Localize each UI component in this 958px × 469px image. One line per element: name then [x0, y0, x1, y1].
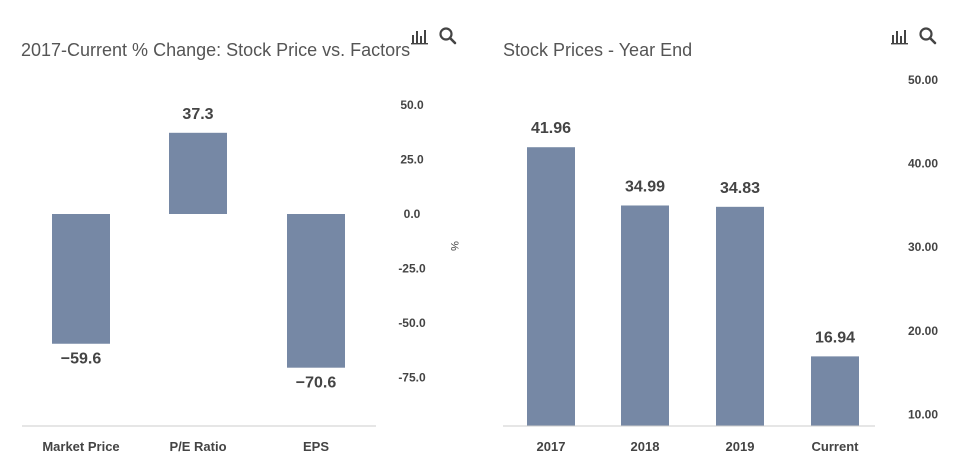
bar-1-1 — [621, 205, 669, 426]
y-tick-label-0-5: -75.0 — [398, 370, 426, 384]
bar-1-0 — [527, 147, 575, 426]
y-axis-title-0: % — [448, 241, 460, 251]
x-tick-label-0-2: EPS — [303, 439, 329, 454]
data-label-0-1: 37.3 — [182, 106, 213, 123]
bar-1-2 — [716, 206, 764, 426]
y-tick-label-1-4: 10.00 — [908, 407, 938, 421]
y-tick-label-1-0: 50.00 — [908, 73, 938, 87]
x-tick-label-1-1: 2018 — [631, 439, 660, 454]
y-tick-label-0-1: 25.0 — [400, 153, 424, 167]
bar-chart-icon[interactable] — [410, 26, 430, 46]
data-label-1-3: 16.94 — [815, 329, 855, 346]
data-label-0-2: −70.6 — [296, 375, 337, 392]
left-chart-toolbar — [410, 26, 458, 46]
data-label-1-1: 34.99 — [625, 178, 665, 195]
right-chart-title: Stock Prices - Year End — [503, 40, 693, 60]
y-tick-label-0-3: -25.0 — [398, 261, 426, 275]
data-label-1-2: 34.83 — [720, 180, 760, 197]
x-tick-label-1-2: 2019 — [726, 439, 755, 454]
y-tick-label-0-0: 50.0 — [400, 98, 424, 112]
y-tick-label-1-2: 30.00 — [908, 240, 938, 254]
y-tick-label-0-4: -50.0 — [398, 316, 426, 330]
bar-0-0 — [52, 214, 110, 344]
search-icon[interactable] — [438, 26, 458, 46]
right-chart-toolbar — [890, 26, 938, 46]
bar-1-3 — [811, 356, 859, 426]
y-tick-label-1-1: 40.00 — [908, 157, 938, 171]
y-tick-label-1-3: 20.00 — [908, 324, 938, 338]
search-icon[interactable] — [918, 26, 938, 46]
bar-chart-icon[interactable] — [890, 26, 910, 46]
x-tick-label-1-3: Current — [812, 439, 860, 454]
x-tick-label-0-0: Market Price — [42, 439, 119, 454]
data-label-1-0: 41.96 — [531, 120, 571, 137]
left-chart-title: 2017-Current % Change: Stock Price vs. F… — [21, 40, 411, 60]
x-tick-label-1-0: 2017 — [537, 439, 566, 454]
data-label-0-0: −59.6 — [61, 351, 102, 368]
x-tick-label-0-1: P/E Ratio — [169, 439, 226, 454]
y-tick-label-0-2: 0.0 — [404, 207, 421, 221]
bar-0-1 — [169, 132, 227, 214]
bar-0-2 — [287, 214, 345, 368]
